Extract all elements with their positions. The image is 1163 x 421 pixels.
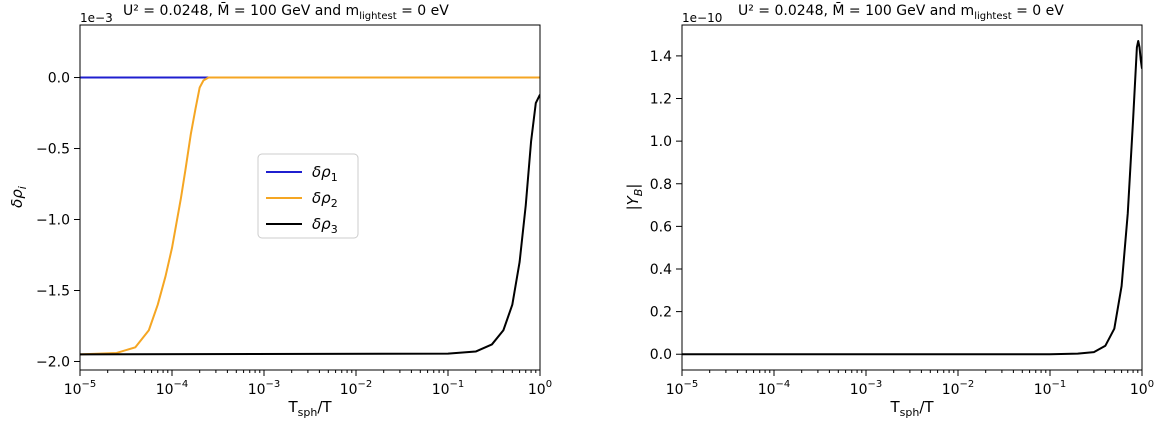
y-tick-label: −0.5 [36, 142, 70, 158]
y-offset-label: 1e−3 [80, 11, 113, 25]
x-tick-label: 10−5 [64, 379, 97, 398]
y-tick-label: 1.4 [650, 49, 672, 65]
y-tick-label: 0.6 [650, 219, 672, 235]
chart-title-prefix: U² = 0.0248, M̄ = 100 GeV and m [123, 1, 359, 19]
x-axis-label-subscript: sph [298, 406, 318, 419]
legend-label-1-subscript: 1 [331, 171, 338, 184]
series-line-2 [80, 76, 540, 356]
legend-label-2: δρ2 [312, 189, 338, 210]
x-axis-label-main: T [287, 398, 298, 416]
x-ticks: 10−5 10−4 10−3 10−2 10−1 100 [64, 370, 552, 398]
y-axis-label: δρi [8, 186, 29, 208]
y-tick-label: 0.4 [650, 262, 672, 278]
x-axis-label-main: T [889, 398, 900, 416]
y-offset-label: 1e−10 [682, 11, 722, 25]
legend-label-2-main: δρ [312, 189, 331, 207]
x-tick-label: 10−4 [758, 379, 791, 398]
y-tick-label: 0.8 [650, 177, 672, 193]
plot-frame [681, 24, 1143, 371]
y-tick-label: −1.0 [36, 213, 70, 229]
legend-label-2-subscript: 2 [331, 197, 338, 210]
delta-rho-chart: 1e−3 U² = 0.0248, M̄ = 100 GeV and mligh… [8, 1, 552, 419]
chart-title-prefix: U² = 0.0248, M̄ = 100 GeV and m [738, 1, 974, 19]
x-tick-label: 10−1 [1034, 379, 1067, 398]
y-axis-label-tail: | [624, 184, 642, 189]
legend-label-1-main: δρ [312, 163, 331, 181]
legend-label-3-main: δρ [312, 215, 331, 233]
y-axis-label-subscript: i [16, 186, 29, 189]
x-ticks: 10−5 10−4 10−3 10−2 10−1 100 [666, 370, 1154, 398]
x-axis-label-tail: /T [919, 398, 934, 416]
x-tick-label: 10−3 [850, 379, 883, 398]
y-axis-label: |YB| [624, 184, 645, 211]
x-tick-label: 10−3 [248, 379, 281, 398]
legend-entry-2: δρ2 [266, 189, 338, 210]
chart-title-subscript: lightest [974, 11, 1012, 22]
x-tick-label: 100 [528, 379, 552, 398]
legend-label-3: δρ3 [312, 215, 338, 236]
legend: δρ1 δρ2 δρ3 [257, 153, 359, 239]
x-tick-label: 10−1 [432, 379, 465, 398]
legend-entry-1: δρ1 [266, 163, 338, 184]
y-ticks: 0.0 0.2 0.4 0.6 0.8 1.0 1.2 1.4 [650, 49, 682, 363]
legend-label-1: δρ1 [312, 163, 338, 184]
y-tick-label: −2.0 [36, 354, 70, 370]
baryon-asymmetry-chart: 1e−10 U² = 0.0248, M̄ = 100 GeV and mlig… [624, 1, 1154, 419]
y-tick-label: 1.0 [650, 134, 672, 150]
y-ticks: 0.0 −0.5 −1.0 −1.5 −2.0 [36, 71, 80, 370]
y-tick-label: −1.5 [36, 283, 70, 299]
chart-title: U² = 0.0248, M̄ = 100 GeV and mlightest … [123, 1, 449, 22]
x-tick-label: 10−2 [340, 379, 373, 398]
legend-box [257, 153, 359, 239]
x-axis-label: Tsph/T [287, 398, 332, 419]
y-axis-label-subscript: B [632, 189, 645, 197]
legend-label-3-subscript: 3 [331, 223, 338, 236]
plot-frame [79, 24, 541, 371]
chart-title-suffix: = 0 eV [397, 3, 450, 19]
y-axis-label-main: |Y [624, 194, 642, 210]
plot-lines [80, 76, 540, 356]
y-axis-label-main: δρ [8, 189, 26, 208]
y-tick-label: 0.0 [650, 347, 672, 363]
x-tick-label: 10−2 [942, 379, 975, 398]
series-line-3 [80, 94, 540, 356]
x-axis-label-tail: /T [317, 398, 332, 416]
plot-lines [682, 39, 1142, 356]
y-tick-label: 0.2 [650, 305, 672, 321]
legend-entry-3: δρ3 [266, 215, 338, 236]
x-tick-label: 10−4 [156, 379, 189, 398]
y-tick-label: 1.2 [650, 92, 672, 108]
chart-title-subscript: lightest [359, 11, 397, 22]
y-tick-label: 0.0 [48, 71, 70, 87]
chart-title-suffix: = 0 eV [1012, 3, 1065, 19]
x-tick-label: 10−5 [666, 379, 699, 398]
x-tick-label: 100 [1130, 379, 1154, 398]
chart-title: U² = 0.0248, M̄ = 100 GeV and mlightest … [738, 1, 1064, 22]
series-line-1 [682, 39, 1142, 356]
x-axis-label: Tsph/T [889, 398, 934, 419]
x-axis-label-subscript: sph [900, 406, 920, 419]
